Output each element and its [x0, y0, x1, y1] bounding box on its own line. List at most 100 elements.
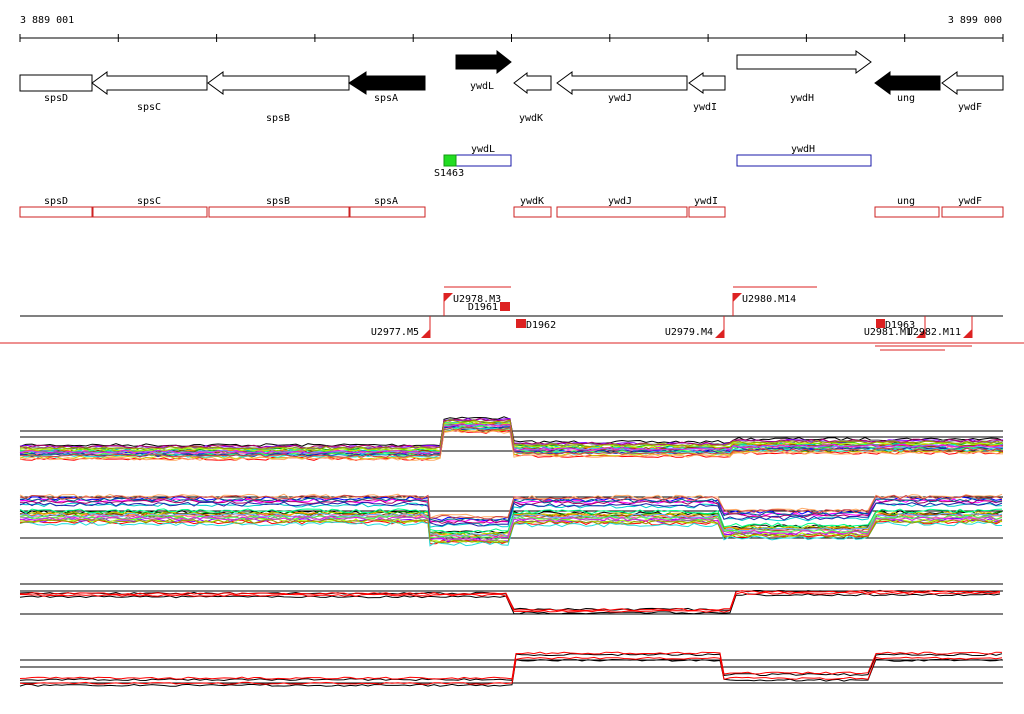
gene-arrow[interactable]	[348, 71, 426, 95]
red-box-ywdK[interactable]	[513, 206, 552, 218]
expression-curve	[19, 591, 1001, 613]
red-box-label: spsC	[137, 196, 161, 207]
gene-arrow[interactable]	[688, 72, 726, 94]
expression-curve	[19, 419, 1004, 450]
red-box-ywdF[interactable]	[941, 206, 1004, 218]
red-box-spsA[interactable]	[349, 206, 426, 218]
expression-curves	[19, 651, 1003, 687]
terminator-D1961[interactable]: D1961	[468, 302, 510, 313]
gene-label: spsB	[266, 113, 290, 124]
red-box-label: ywdJ	[608, 196, 632, 207]
gene-track: spsD spsC spsB spsA ywdL ywdK ywdJ ywdI	[19, 49, 1004, 124]
promoter-flag	[733, 293, 742, 302]
red-box-spsD[interactable]	[19, 206, 93, 218]
gene-label: ung	[897, 93, 915, 104]
coordinate-ruler: 3 889 001 3 899 000	[19, 15, 1004, 42]
red-box-label: ywdF	[958, 196, 982, 207]
red-box-spsB[interactable]	[208, 206, 350, 218]
gene-label: ywdF	[958, 102, 982, 113]
red-box-ung[interactable]	[874, 206, 940, 218]
gene-label: ywdJ	[608, 93, 632, 104]
expression-curve	[19, 501, 1003, 527]
ruler-start-label: 3 889 001	[20, 15, 74, 26]
gene-arrow[interactable]	[556, 71, 688, 95]
expression-panel-1	[19, 416, 1004, 461]
red-annotation-track: spsD spsC spsB spsA ywdK ywdJ ywdI ung y…	[19, 196, 1004, 218]
gene-arrow[interactable]	[941, 71, 1004, 95]
tu-label: U2982.M11	[907, 327, 961, 338]
blue-box-ywdL[interactable]	[455, 154, 512, 167]
gene-spsA[interactable]: spsA	[348, 71, 426, 104]
expression-panel-3	[19, 583, 1003, 615]
gene-arrow[interactable]	[19, 74, 93, 92]
red-box-ywdI[interactable]	[688, 206, 726, 218]
gene-arrow[interactable]	[736, 50, 872, 74]
transcript-U2982-M11[interactable]: U2982.M11	[907, 316, 973, 338]
green-marker-label: S1463	[434, 168, 464, 179]
expression-curve	[19, 515, 1003, 541]
red-box-ywdJ[interactable]	[556, 206, 688, 218]
transcript-U2980-M14[interactable]: U2980.M14	[732, 293, 796, 316]
blue-box-label: ywdH	[791, 144, 815, 155]
gene-spsC[interactable]: spsC	[91, 71, 208, 113]
expression-curves	[19, 416, 1004, 461]
red-box-label: ywdK	[520, 196, 544, 207]
promoter-flag	[963, 329, 972, 338]
gene-ywdK[interactable]: ywdK	[513, 71, 552, 124]
transcript-track: U2977.M5 U2978.M3 D1961 D1962 U2979.M4	[0, 286, 1024, 351]
gene-ywdH[interactable]: ywdH	[736, 50, 872, 104]
gene-spsD[interactable]: spsD	[19, 74, 93, 104]
gene-ywdF[interactable]: ywdF	[941, 71, 1004, 113]
expression-curve	[19, 656, 1003, 685]
gene-label: ywdI	[693, 102, 717, 113]
tu-label: U2981.M1	[864, 327, 912, 338]
terminator-D1962[interactable]: D1962	[516, 319, 556, 331]
terminator-box	[500, 302, 510, 311]
expression-curve	[19, 521, 1002, 547]
terminator-box	[876, 319, 885, 328]
transcript-U2979-M4[interactable]: U2979.M4	[665, 316, 725, 338]
expression-curve	[19, 658, 1003, 687]
red-box-label: spsB	[266, 196, 290, 207]
terminator-D1963[interactable]: D1963	[876, 319, 915, 331]
tu-label: U2977.M5	[371, 327, 419, 338]
ruler-ticks	[19, 34, 1004, 42]
expression-curve	[19, 651, 1003, 680]
expression-panel-2	[19, 493, 1003, 547]
expression-curve	[19, 590, 1001, 612]
expression-curve	[19, 508, 1003, 534]
gene-arrow[interactable]	[513, 71, 552, 95]
promoter-flag	[715, 329, 724, 338]
blue-box-ywdH[interactable]	[736, 154, 872, 167]
gene-ywdL[interactable]: ywdL	[455, 49, 512, 92]
expression-curve	[19, 593, 1001, 615]
promoter-flag	[916, 329, 925, 338]
gene-ywdJ[interactable]: ywdJ	[556, 71, 688, 104]
transcript-U2978-M3[interactable]: U2978.M3	[443, 293, 501, 316]
expression-curve	[19, 518, 1003, 544]
transcript-U2977-M5[interactable]: U2977.M5	[371, 316, 431, 338]
ruler-end-label: 3 899 000	[948, 15, 1002, 26]
blue-annotation-track: ywdL ywdH S1463	[434, 144, 872, 179]
gene-spsB[interactable]: spsB	[207, 71, 350, 124]
expression-curves	[19, 589, 1001, 615]
gene-arrow[interactable]	[207, 71, 350, 95]
tu-label: D1961	[468, 302, 498, 313]
expression-curve	[19, 499, 1003, 524]
gene-arrow[interactable]	[91, 71, 208, 95]
gene-arrow[interactable]	[455, 49, 512, 75]
promoter-flag	[421, 329, 430, 338]
gene-arrow[interactable]	[874, 71, 941, 95]
red-box-spsC[interactable]	[92, 206, 208, 218]
gene-label: ywdH	[790, 93, 814, 104]
expression-curve	[19, 494, 1003, 520]
gene-label: spsC	[137, 102, 161, 113]
gene-ung[interactable]: ung	[874, 71, 941, 104]
gene-ywdI[interactable]: ywdI	[688, 72, 726, 113]
tu-label: U2980.M14	[742, 294, 796, 305]
green-marker[interactable]	[443, 154, 457, 167]
red-box-label: spsA	[374, 196, 398, 207]
gene-label: spsA	[374, 93, 398, 104]
transcript-U2981-M1[interactable]: U2981.M1	[864, 316, 926, 338]
